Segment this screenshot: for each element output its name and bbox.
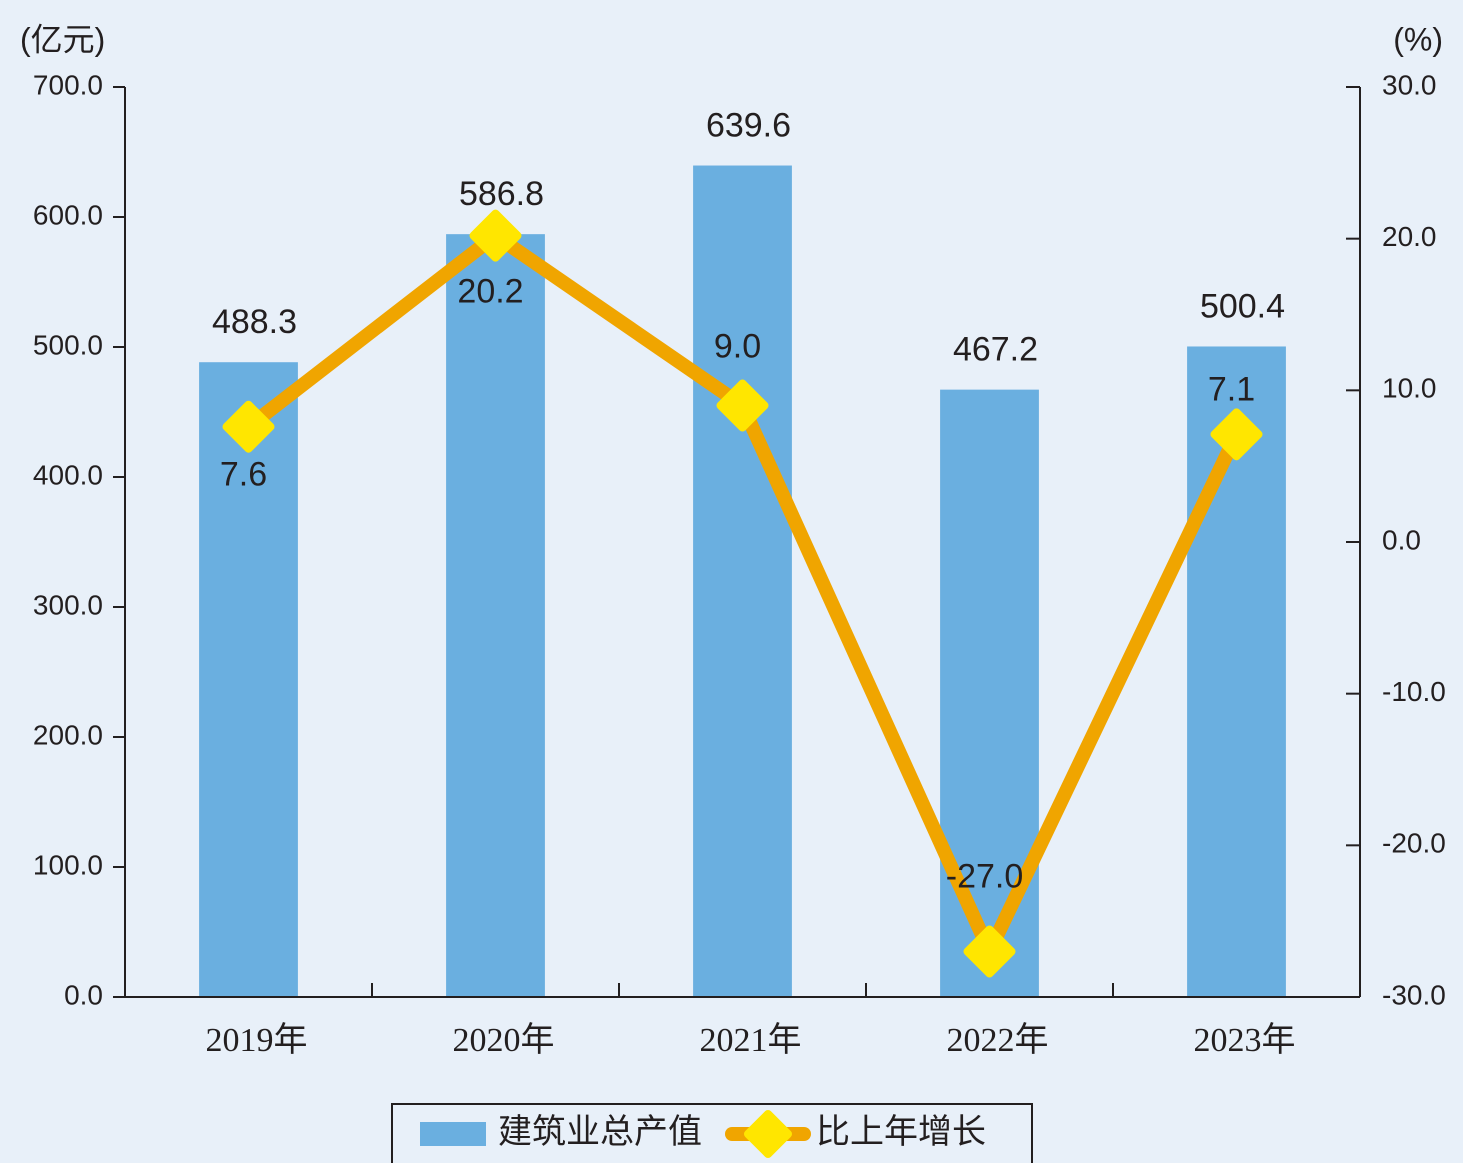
x-tick-label: 2023年 [1194, 1021, 1296, 1059]
y2-tick-label: -10.0 [1382, 676, 1446, 707]
y2-tick-label: -30.0 [1382, 979, 1446, 1010]
x-tick-label: 2020年 [453, 1021, 555, 1059]
legend-label: 建筑业总产值 [498, 1113, 702, 1151]
line-value-label: 7.1 [1208, 370, 1255, 408]
bar-value-label: 639.6 [706, 107, 791, 145]
x-tick-label: 2019年 [206, 1021, 308, 1059]
line-value-label: 7.6 [220, 456, 267, 494]
line-marker [222, 400, 275, 453]
line-value-label: -27.0 [946, 857, 1024, 895]
line-value-label: 9.0 [714, 327, 761, 365]
legend-marker [744, 1110, 792, 1158]
y-tick-label: 200.0 [33, 719, 103, 750]
line-value-label: 20.2 [457, 273, 523, 311]
y-tick-label: 600.0 [33, 199, 103, 230]
line-marker [963, 925, 1016, 978]
line-marker [1210, 408, 1263, 461]
legend-swatch [420, 1122, 486, 1146]
x-tick-label: 2022年 [947, 1021, 1049, 1059]
y-tick-label: 500.0 [33, 329, 103, 360]
y2-tick-label: 0.0 [1382, 524, 1421, 555]
y-tick-label: 0.0 [64, 979, 103, 1010]
y2-tick-label: 20.0 [1382, 221, 1437, 252]
x-tick-label: 2021年 [700, 1021, 802, 1059]
y-tick-label: 300.0 [33, 589, 103, 620]
bar-value-label: 500.4 [1200, 287, 1285, 325]
bar [199, 362, 298, 998]
y-tick-label: 700.0 [33, 69, 103, 100]
line-marker [469, 209, 522, 262]
y2-axis-unit: (%) [1393, 21, 1443, 57]
bar-value-label: 488.3 [212, 303, 297, 341]
y-tick-label: 400.0 [33, 459, 103, 490]
bar [446, 234, 545, 997]
bar-value-label: 586.8 [459, 175, 544, 213]
bar [940, 389, 1039, 997]
y-axis-unit: (亿元) [20, 21, 105, 57]
bar-value-label: 467.2 [953, 331, 1038, 369]
y2-tick-label: 30.0 [1382, 69, 1437, 100]
bar [693, 165, 792, 997]
y2-tick-label: 10.0 [1382, 373, 1437, 404]
legend-label: 比上年增长 [816, 1113, 986, 1151]
line-marker [716, 379, 769, 432]
y-tick-label: 100.0 [33, 849, 103, 880]
y2-tick-label: -20.0 [1382, 828, 1446, 859]
legend-box [391, 1103, 1033, 1163]
